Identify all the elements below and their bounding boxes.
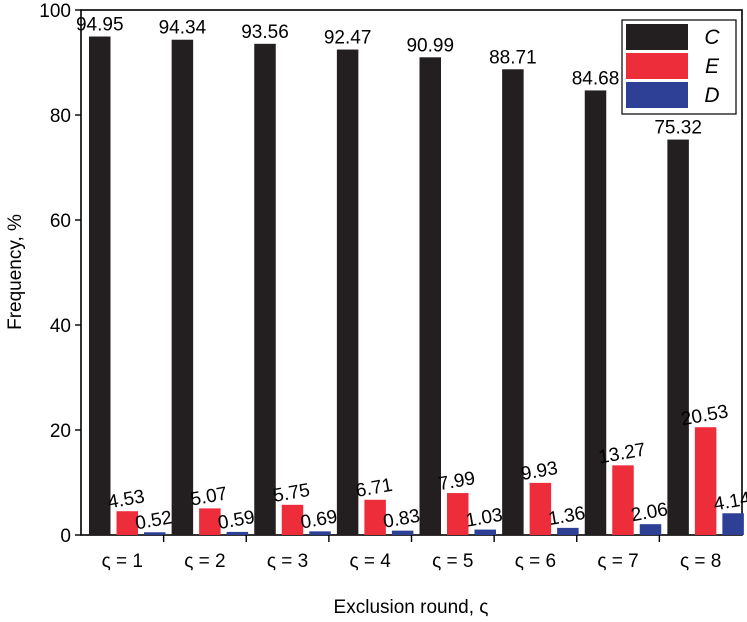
y-tick-label: 100 (39, 1, 71, 22)
bar-E-6 (529, 482, 552, 535)
bar-D-4 (391, 530, 414, 535)
data-label-D-5: 1.03 (464, 505, 504, 532)
x-axis: ς = 1 ς = 2 ς = 3 ς = 4 ς = 5 ς = 6 ς = 7 ς = 8 (102, 535, 721, 572)
bar-D-8 (722, 513, 744, 535)
bars (89, 36, 744, 536)
legend-swatch-D (626, 82, 688, 108)
bar-C-3 (254, 43, 276, 536)
x-tick-label: ς = 5 (432, 551, 473, 572)
data-label-C-1: 94.95 (76, 15, 124, 36)
x-tick-label: ς = 4 (349, 551, 391, 572)
bar-C-8 (667, 139, 689, 535)
y-axis: 0 20 40 60 80 100 (39, 1, 81, 547)
data-label-E-3: 5.75 (272, 480, 312, 507)
data-label-C-4: 92.47 (324, 28, 372, 49)
bar-D-2 (226, 531, 249, 535)
bar-E-8 (694, 427, 717, 535)
legend-label-E: E (705, 55, 720, 78)
bar-D-7 (639, 524, 662, 535)
data-label-E-2: 5.07 (189, 483, 229, 510)
legend-label-C: C (704, 26, 720, 49)
y-axis-label: Frequency, % (5, 214, 26, 330)
bar-E-1 (116, 511, 138, 535)
x-tick-label: ς = 7 (597, 551, 638, 572)
bar-C-6 (502, 69, 524, 536)
bar-D-5 (474, 529, 496, 535)
data-label-D-2: 0.59 (216, 507, 256, 534)
data-label-D-6: 1.36 (547, 503, 587, 530)
y-tick-label: 20 (50, 421, 71, 442)
bar-C-1 (89, 36, 111, 535)
y-tick-label: 60 (50, 211, 71, 232)
legend-label-D: D (704, 84, 719, 107)
x-axis-label: Exclusion round, ς (334, 597, 489, 618)
legend-swatch-C (626, 24, 688, 50)
data-label-D-3: 0.69 (299, 506, 339, 533)
data-label-E-6: 9.93 (519, 458, 559, 485)
data-label-D-8: 4.14 (712, 488, 747, 515)
legend-swatch-E (626, 53, 688, 79)
bar-D-6 (557, 527, 579, 535)
bar-E-5 (447, 493, 469, 535)
data-label-D-4: 0.83 (382, 506, 422, 533)
y-tick-label: 40 (50, 316, 71, 337)
data-label-C-7: 84.68 (572, 68, 620, 89)
bar-E-4 (364, 499, 386, 535)
bar-C-5 (419, 57, 441, 536)
data-label-E-1: 4.53 (106, 486, 146, 513)
legend: CED (621, 19, 737, 115)
data-label-D-7: 2.06 (630, 499, 670, 526)
bar-C-2 (171, 39, 194, 536)
data-label-C-8: 75.32 (654, 118, 702, 139)
bar-E-3 (281, 504, 304, 535)
y-tick-label: 80 (50, 106, 71, 127)
bar-C-4 (336, 49, 359, 535)
data-label-E-5: 7.99 (437, 468, 477, 495)
data-label-C-2: 94.34 (159, 18, 207, 39)
bar-E-7 (612, 465, 634, 535)
x-tick-label: ς = 1 (102, 551, 143, 572)
bar-D-1 (144, 532, 166, 535)
data-label-C-3: 93.56 (241, 22, 289, 43)
data-label-D-1: 0.52 (134, 507, 174, 534)
data-label-C-5: 90.99 (406, 35, 454, 56)
y-tick-label: 0 (60, 526, 71, 547)
bar-C-7 (584, 90, 607, 536)
bar-E-2 (199, 508, 221, 535)
data-label-E-4: 6.71 (354, 475, 394, 502)
x-tick-label: ς = 3 (267, 551, 308, 572)
x-tick-label: ς = 6 (515, 551, 556, 572)
x-tick-label: ς = 8 (680, 551, 721, 572)
data-label-C-6: 88.71 (489, 47, 537, 68)
bar-D-3 (309, 531, 331, 535)
x-tick-label: ς = 2 (184, 551, 225, 572)
